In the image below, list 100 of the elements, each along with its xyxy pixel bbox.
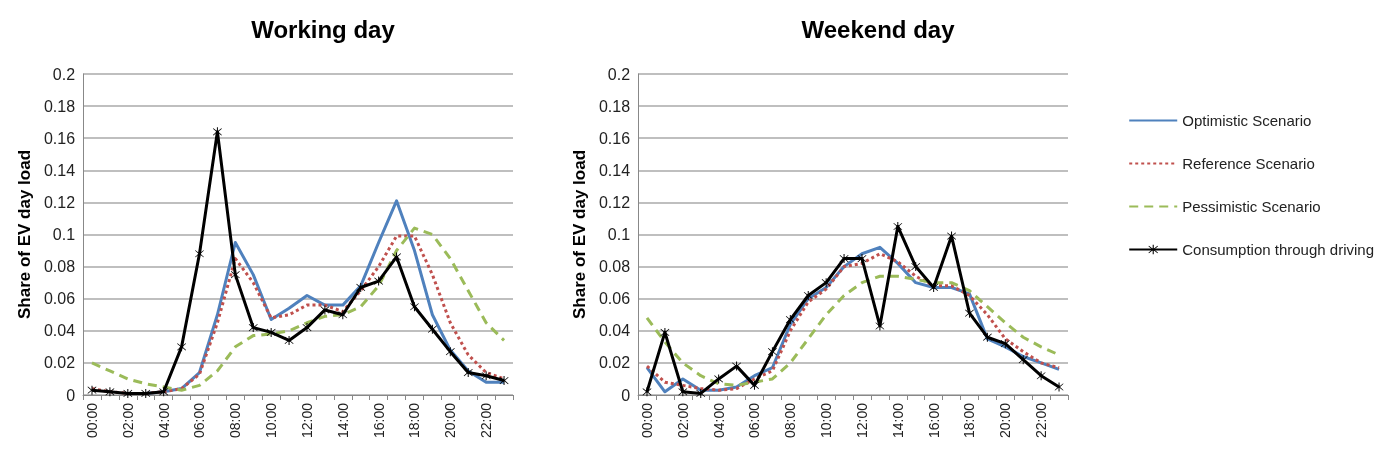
point xyxy=(194,249,204,259)
point xyxy=(338,310,348,320)
point xyxy=(320,305,330,315)
y-axis-title: Share of EV day load xyxy=(570,149,589,320)
y-tick-label: 0.18 xyxy=(598,97,631,115)
point xyxy=(87,385,97,395)
point xyxy=(947,231,957,241)
x-tick-label: 22:00 xyxy=(478,402,495,439)
point xyxy=(982,332,992,342)
point xyxy=(177,342,187,352)
y-tick-label: 0.16 xyxy=(598,129,631,147)
point xyxy=(803,290,813,300)
point xyxy=(427,324,437,334)
y-tick-label: 0.14 xyxy=(598,161,631,179)
point xyxy=(875,321,885,331)
y-tick-label: 0.04 xyxy=(43,322,76,340)
x-tick-label: 08:00 xyxy=(227,402,244,439)
y-tick-label: 0.08 xyxy=(43,258,76,276)
y-tick-label: 0 xyxy=(66,386,76,404)
x-tick-label: 20:00 xyxy=(442,402,459,439)
y-tick-label: 0.18 xyxy=(43,97,76,115)
point xyxy=(660,327,670,337)
y-tick-label: 0.2 xyxy=(607,65,631,83)
point xyxy=(964,308,974,318)
y-tick-label: 0.1 xyxy=(52,226,76,243)
x-tick-label: 00:00 xyxy=(639,402,655,439)
y-tick-label: 0.02 xyxy=(598,354,631,372)
point xyxy=(302,323,312,333)
point xyxy=(212,127,222,137)
point xyxy=(159,387,169,397)
legend-label: Consumption through driving xyxy=(1182,241,1374,258)
point xyxy=(911,262,921,272)
point xyxy=(785,315,795,325)
point xyxy=(1000,339,1010,349)
point xyxy=(893,221,903,231)
x-tick-label: 22:00 xyxy=(1033,402,1050,439)
point xyxy=(857,254,867,264)
x-tick-label: 00:00 xyxy=(84,402,100,439)
point xyxy=(696,388,706,398)
point xyxy=(463,368,473,378)
y-tick-label: 0.12 xyxy=(43,193,76,211)
x-tick-label: 14:00 xyxy=(334,402,351,439)
x-tick-label: 04:00 xyxy=(155,402,172,439)
x-tick-label: 18:00 xyxy=(406,402,423,439)
legend-label: Optimistic Scenario xyxy=(1182,112,1312,129)
y-axis-title: Share of EV day load xyxy=(15,149,34,320)
x-tick-label: 06:00 xyxy=(746,402,763,439)
point xyxy=(767,347,777,357)
legend-label: Reference Scenario xyxy=(1182,155,1315,172)
x-tick-label: 04:00 xyxy=(710,402,727,439)
point xyxy=(1036,371,1046,381)
x-tick-label: 16:00 xyxy=(925,402,942,439)
x-tick-label: 18:00 xyxy=(961,402,978,439)
point xyxy=(821,278,831,288)
point xyxy=(839,254,849,264)
point xyxy=(374,276,384,286)
point xyxy=(749,380,759,390)
chart-title: Working day xyxy=(251,15,396,43)
y-tick-label: 0.08 xyxy=(598,258,631,276)
point xyxy=(123,388,133,398)
point xyxy=(678,387,688,397)
y-tick-label: 0.02 xyxy=(43,354,76,372)
point xyxy=(230,270,240,280)
point xyxy=(929,282,939,292)
point xyxy=(445,347,455,357)
x-tick-label: 12:00 xyxy=(853,402,870,439)
y-tick-label: 0.2 xyxy=(52,65,76,83)
point xyxy=(141,388,151,398)
x-tick-label: 08:00 xyxy=(782,402,799,439)
y-tick-label: 0.16 xyxy=(43,129,76,147)
y-tick-label: 0.12 xyxy=(598,193,631,211)
point xyxy=(284,335,294,345)
y-tick-label: 0.06 xyxy=(598,290,631,308)
point xyxy=(499,376,509,386)
chart-title: Weekend day xyxy=(801,15,956,43)
point xyxy=(642,387,652,397)
x-tick-label: 02:00 xyxy=(674,402,691,439)
y-tick-label: 0.04 xyxy=(598,322,631,340)
x-tick-label: 02:00 xyxy=(119,402,136,439)
legend-label: Pessimistic Scenario xyxy=(1182,198,1321,215)
x-tick-label: 16:00 xyxy=(370,402,387,439)
x-tick-label: 20:00 xyxy=(997,402,1014,439)
point xyxy=(1054,382,1064,392)
y-tick-label: 0.06 xyxy=(43,290,76,308)
y-tick-label: 0.1 xyxy=(607,226,631,243)
point xyxy=(105,387,115,397)
point xyxy=(392,252,402,262)
x-tick-label: 10:00 xyxy=(263,402,280,439)
x-tick-label: 06:00 xyxy=(191,402,208,439)
point xyxy=(248,323,258,333)
x-tick-label: 12:00 xyxy=(298,402,315,439)
point xyxy=(714,374,724,384)
x-tick-label: 14:00 xyxy=(889,402,906,439)
point xyxy=(409,302,419,312)
point xyxy=(732,361,742,371)
point xyxy=(266,327,276,337)
y-tick-label: 0 xyxy=(621,386,631,404)
point xyxy=(356,282,366,292)
point xyxy=(481,371,491,381)
point xyxy=(1018,355,1028,365)
